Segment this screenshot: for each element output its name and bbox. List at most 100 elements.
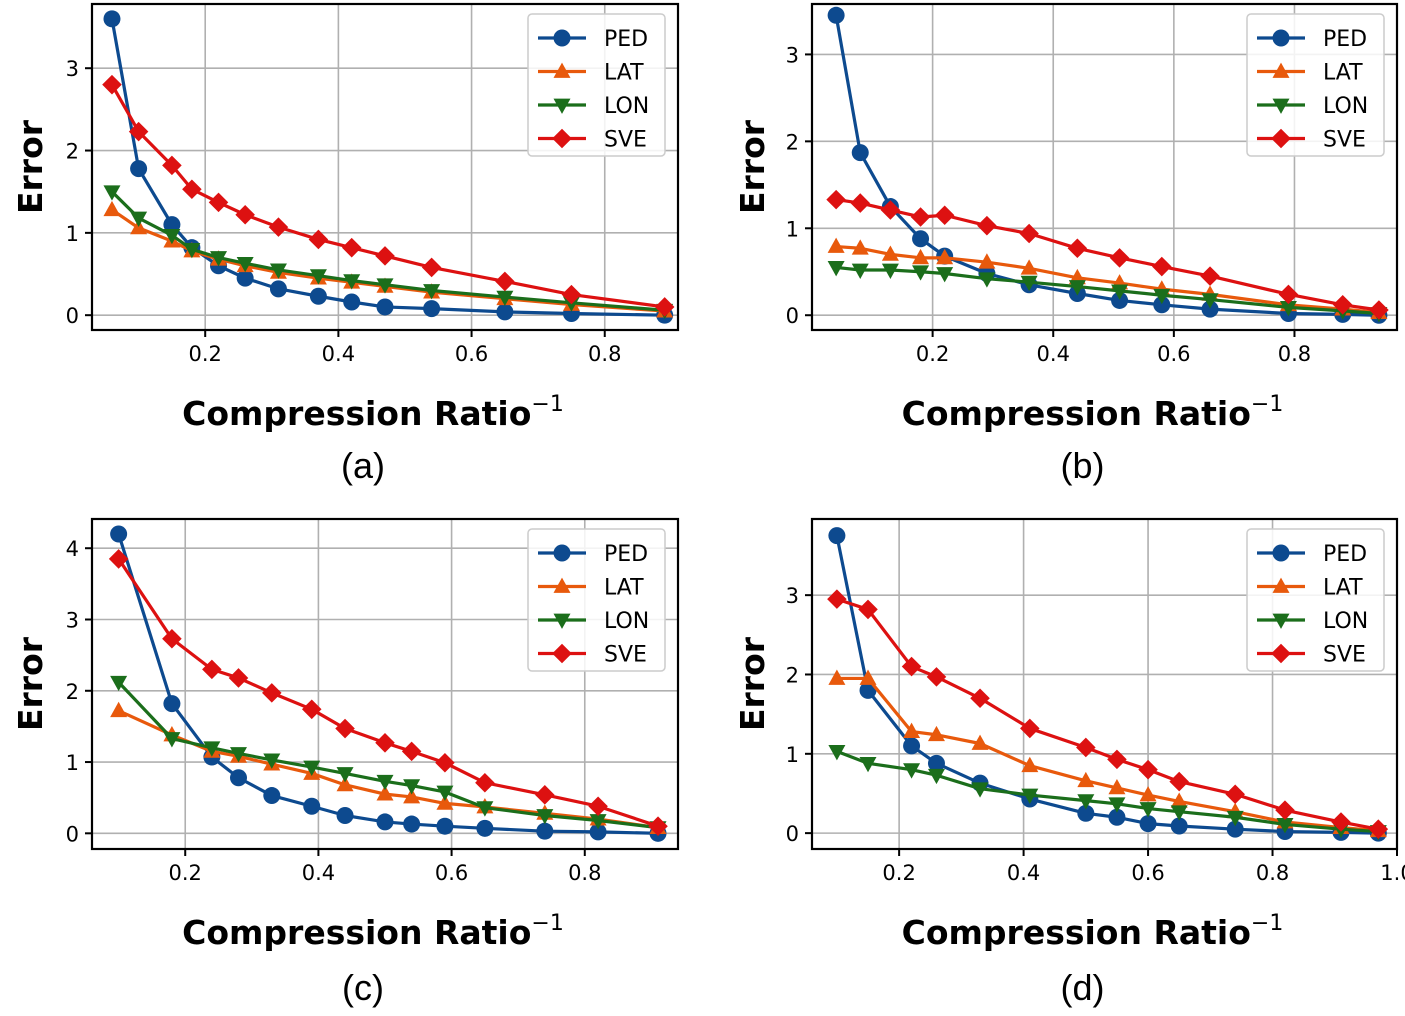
y-tick-label: 4 bbox=[66, 537, 79, 561]
panel-label: (b) bbox=[1061, 445, 1105, 486]
y-tick-label: 2 bbox=[786, 663, 799, 687]
x-axis-label: Compression Ratio−1 bbox=[902, 392, 1284, 433]
data-point-ped bbox=[1226, 820, 1244, 838]
data-point-sve bbox=[162, 628, 182, 649]
data-point-ped bbox=[476, 819, 494, 837]
data-point-lon bbox=[1111, 284, 1129, 300]
data-point-sve bbox=[495, 271, 515, 292]
data-point-sve bbox=[1369, 300, 1389, 320]
data-point-lat bbox=[927, 725, 945, 742]
data-point-sve bbox=[301, 699, 322, 720]
data-point-sve bbox=[827, 589, 847, 609]
data-point-ped bbox=[236, 269, 254, 287]
data-point-sve bbox=[1275, 800, 1295, 820]
series-line-lon bbox=[117, 681, 659, 830]
x-tick-label: 0.8 bbox=[588, 342, 621, 366]
data-point-lon bbox=[236, 256, 254, 273]
y-tick-label: 0 bbox=[786, 304, 799, 328]
data-point-lon bbox=[1139, 802, 1157, 818]
data-point-lat bbox=[1021, 756, 1039, 773]
x-tick-label: 0.2 bbox=[916, 342, 949, 366]
data-point-sve bbox=[977, 215, 997, 236]
plot-frame bbox=[810, 517, 1399, 851]
data-point-ped bbox=[589, 823, 607, 841]
x-tick-label: 0.6 bbox=[435, 861, 468, 885]
data-point-lon bbox=[423, 284, 441, 300]
series-sve bbox=[826, 189, 1389, 320]
x-tick-label: 0.4 bbox=[1037, 342, 1070, 366]
data-point-ped bbox=[163, 695, 181, 713]
x-tick-label: 0.4 bbox=[322, 342, 355, 366]
legend-label-lon: LON bbox=[604, 609, 649, 634]
legend-label-ped: PED bbox=[1323, 542, 1367, 567]
legend-label-lat: LAT bbox=[604, 61, 644, 86]
data-point-sve bbox=[1076, 737, 1096, 758]
data-point-lat bbox=[110, 701, 128, 718]
x-axis-label: Compression Ratio−1 bbox=[902, 911, 1284, 952]
data-point-ped bbox=[103, 10, 121, 28]
x-tick-label: 0.8 bbox=[568, 861, 601, 885]
data-point-sve bbox=[401, 741, 422, 762]
data-point-sve bbox=[1169, 771, 1189, 792]
data-point-sve bbox=[858, 599, 878, 620]
legend-label-lat: LAT bbox=[604, 576, 644, 601]
data-point-lon bbox=[1276, 818, 1294, 834]
x-axis-label-superscript: −1 bbox=[1251, 911, 1283, 936]
y-tick-label: 1 bbox=[66, 751, 79, 775]
legend-box bbox=[1246, 13, 1385, 157]
data-point-lon bbox=[309, 269, 327, 285]
plot-frame bbox=[90, 517, 680, 851]
data-point-lon bbox=[589, 814, 607, 830]
legend-label-sve: SVE bbox=[604, 643, 647, 668]
data-point-ped bbox=[303, 797, 321, 815]
y-tick-label: 0 bbox=[66, 822, 79, 846]
legend-marker-sve bbox=[552, 128, 572, 149]
data-point-sve bbox=[341, 237, 362, 258]
y-tick-label: 2 bbox=[66, 680, 79, 704]
data-point-sve bbox=[901, 656, 922, 677]
x-axis-label-text: Compression Ratio bbox=[902, 394, 1251, 433]
data-point-sve bbox=[228, 668, 249, 688]
x-tick-label: 0.6 bbox=[1131, 861, 1164, 885]
data-point-lon bbox=[183, 242, 201, 259]
data-point-lon bbox=[1108, 797, 1126, 813]
data-point-lon bbox=[1077, 794, 1095, 810]
legend-marker-sve bbox=[1271, 128, 1291, 149]
data-point-lon bbox=[376, 278, 394, 294]
legend-label-ped: PED bbox=[604, 27, 648, 52]
data-point-ped bbox=[912, 230, 930, 248]
data-point-lon bbox=[269, 263, 287, 279]
data-point-lon bbox=[303, 760, 321, 776]
legend-label-lon: LON bbox=[604, 94, 649, 119]
data-point-sve bbox=[1138, 759, 1158, 780]
series-line-lon bbox=[835, 265, 1380, 316]
data-point-sve bbox=[421, 257, 442, 278]
x-axis-label: Compression Ratio−1 bbox=[182, 392, 564, 433]
data-point-lon bbox=[927, 768, 945, 785]
data-point-sve bbox=[335, 718, 355, 739]
x-axis-label-text: Compression Ratio bbox=[902, 913, 1251, 952]
data-point-lat bbox=[376, 785, 394, 801]
y-axis-label: Error bbox=[733, 119, 772, 214]
data-point-sve bbox=[102, 74, 122, 95]
data-point-ped bbox=[827, 6, 845, 24]
legend-label-lat: LAT bbox=[1323, 576, 1363, 601]
data-point-sve bbox=[202, 659, 222, 680]
data-point-sve bbox=[648, 816, 668, 836]
legend-label-ped: PED bbox=[604, 542, 648, 567]
data-point-sve bbox=[934, 205, 955, 226]
data-point-sve bbox=[268, 217, 289, 237]
data-point-ped bbox=[1111, 291, 1129, 309]
y-tick-label: 2 bbox=[786, 130, 799, 154]
data-point-ped bbox=[309, 287, 327, 305]
data-point-ped bbox=[269, 280, 287, 298]
data-point-ped bbox=[828, 527, 846, 545]
data-point-sve bbox=[108, 549, 129, 569]
x-axis-label-superscript: −1 bbox=[531, 911, 563, 936]
x-axis-label-text: Compression Ratio bbox=[182, 913, 531, 952]
data-point-lon bbox=[936, 267, 954, 283]
y-tick-label: 1 bbox=[786, 743, 799, 767]
legend-marker-ped bbox=[553, 29, 571, 47]
chart-panel-0: 0.2 0.4 0.6 0.8 0 1 2 3 PED LAT LON SVE Error Compres… bbox=[11, 2, 680, 486]
legend-label-lon: LON bbox=[1323, 94, 1368, 119]
